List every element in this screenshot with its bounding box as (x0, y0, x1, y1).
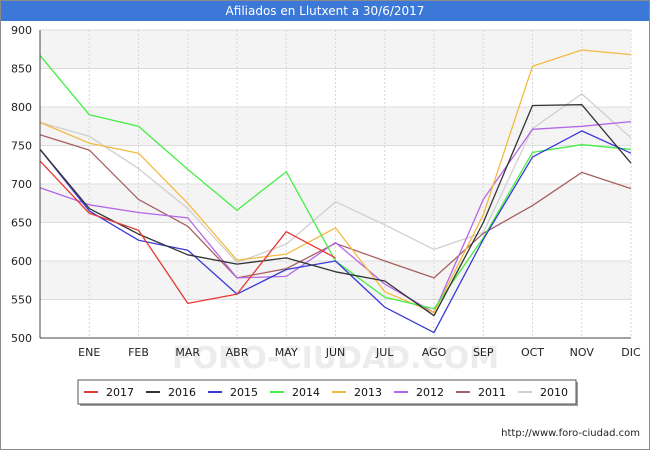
x-tick-label: SEP (473, 346, 494, 359)
legend-label-2011: 2011 (478, 386, 506, 399)
legend-label-2017: 2017 (106, 386, 134, 399)
legend-label-2010: 2010 (540, 386, 568, 399)
x-tick-label: MAR (175, 346, 200, 359)
y-tick-label: 500 (11, 332, 32, 345)
legend: 2017 2016 2015 2014 2013 2012 2011 2010 (77, 379, 578, 406)
y-tick-label: 600 (11, 255, 32, 268)
series-line-2010 (39, 93, 632, 264)
x-tick-label: NOV (570, 346, 595, 359)
footer-url: http://www.foro-ciudad.com (501, 428, 640, 439)
legend-label-2012: 2012 (416, 386, 444, 399)
x-tick-label: DIC (621, 346, 641, 359)
x-tick-label: JUN (325, 346, 346, 359)
series-line-2013 (39, 49, 632, 314)
series-lines (39, 49, 632, 334)
chart-title: Afiliados en Llutxent a 30/6/2017 (1, 1, 649, 21)
series-line-2017 (39, 160, 336, 305)
x-tick-label: JUL (375, 346, 394, 359)
x-tick-label: ABR (226, 346, 249, 359)
legend-label-2014: 2014 (292, 386, 320, 399)
y-tick-label: 800 (11, 101, 32, 114)
watermark-text: FORO-CIUDAD.COM (172, 341, 499, 376)
legend-label-2013: 2013 (354, 386, 382, 399)
legend-box (77, 379, 577, 405)
y-tick-label: 650 (11, 217, 32, 230)
legend-label-2015: 2015 (230, 386, 258, 399)
y-tick-label: 900 (11, 24, 32, 37)
y-tick-label: 700 (11, 178, 32, 191)
axes: 500 550 600 650 700 750 800 850 900 ENE FEB MAR ABR M… (11, 24, 641, 359)
x-tick-label: AGO (422, 346, 447, 359)
legend-label-2016: 2016 (168, 386, 196, 399)
y-tick-label: 550 (11, 294, 32, 307)
x-tick-label: MAY (275, 346, 298, 359)
series-line-2015 (39, 130, 632, 334)
x-tick-label: ENE (78, 346, 100, 359)
series-line-2016 (39, 104, 632, 317)
y-tick-label: 750 (11, 140, 32, 153)
x-tick-label: OCT (521, 346, 544, 359)
y-tick-label: 850 (11, 63, 32, 76)
x-tick-label: FEB (128, 346, 149, 359)
series-line-2012 (39, 120, 632, 314)
